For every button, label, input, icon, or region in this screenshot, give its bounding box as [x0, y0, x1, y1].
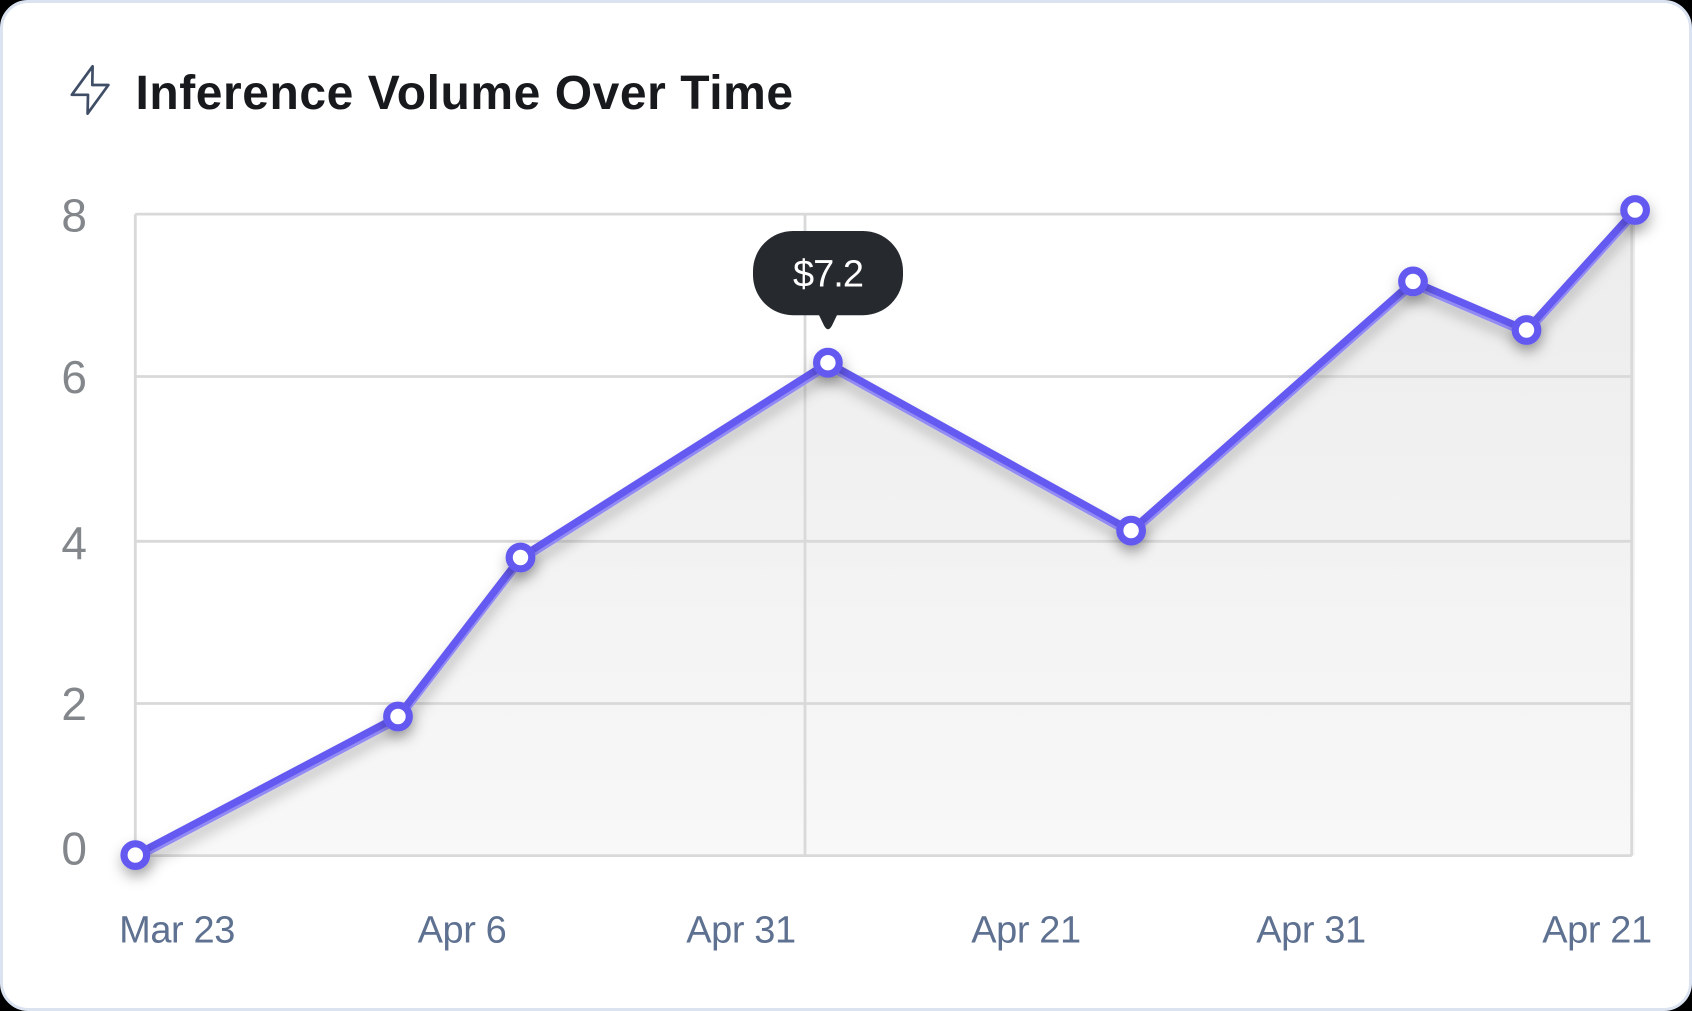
- svg-text:Apr 31: Apr 31: [686, 909, 796, 951]
- svg-text:6: 6: [61, 351, 87, 403]
- svg-text:4: 4: [61, 517, 87, 569]
- svg-text:Apr 6: Apr 6: [418, 909, 507, 951]
- svg-text:8: 8: [61, 189, 87, 241]
- svg-text:Apr 31: Apr 31: [1256, 909, 1366, 951]
- svg-text:Inference Volume Over Time: Inference Volume Over Time: [136, 67, 794, 120]
- svg-text:Apr 21: Apr 21: [1542, 909, 1652, 951]
- svg-text:0: 0: [61, 822, 87, 874]
- svg-text:2: 2: [61, 678, 87, 730]
- svg-text:Mar 23: Mar 23: [119, 909, 235, 951]
- svg-text:$7.2: $7.2: [793, 254, 863, 296]
- svg-text:Apr 21: Apr 21: [971, 909, 1081, 951]
